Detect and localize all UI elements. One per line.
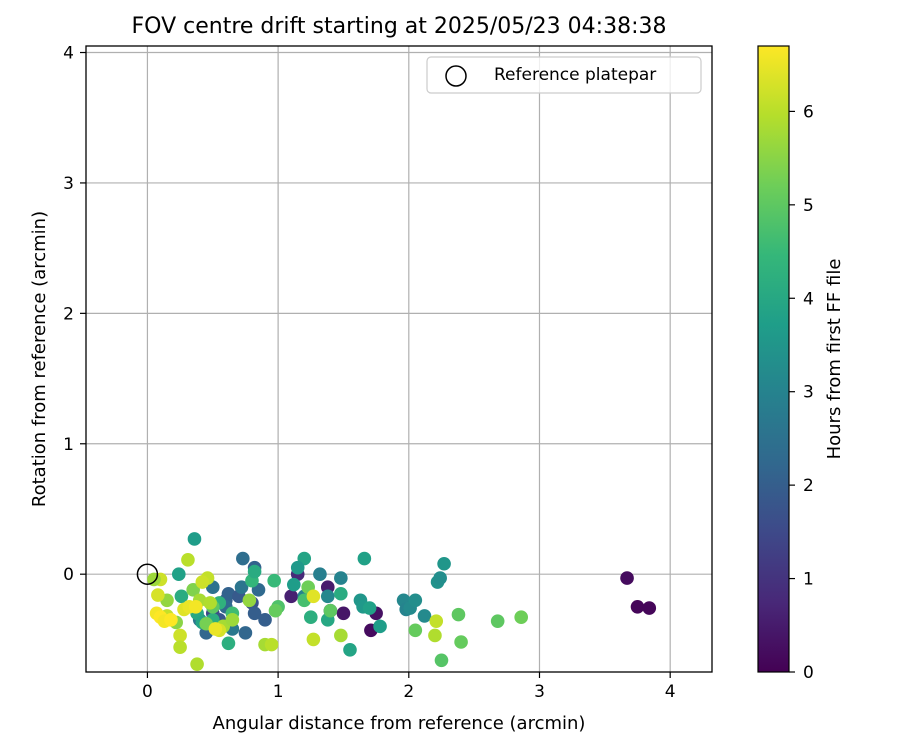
data-point: [362, 601, 377, 615]
data-point: [373, 619, 387, 634]
data-point: [221, 636, 236, 651]
data-point: [188, 599, 203, 614]
data-point: [173, 640, 187, 655]
data-point: [417, 609, 432, 623]
data-point: [247, 606, 262, 621]
data-point: [268, 603, 283, 618]
data-point: [284, 589, 298, 604]
data-point: [238, 626, 253, 640]
data-point: [174, 589, 189, 604]
x-tick-label: 3: [534, 682, 545, 702]
data-point: [303, 610, 318, 625]
colorbar-label: Hours from first FF file: [824, 259, 845, 460]
legend-box: [426, 56, 702, 94]
data-point: [451, 607, 466, 622]
data-point: [428, 628, 442, 643]
chart-title: FOV centre drift starting at 2025/05/23 …: [132, 14, 667, 39]
reference-point-icon: [136, 563, 159, 585]
y-tick-label: 3: [63, 174, 74, 194]
data-point: [195, 575, 210, 589]
data-point: [343, 643, 357, 657]
data-point: [642, 601, 657, 615]
data-point: [514, 610, 528, 625]
data-point: [164, 613, 178, 627]
x-axis-ticks: 0 1 2 3 4: [142, 672, 676, 702]
data-point: [190, 657, 204, 671]
data-point: [234, 580, 249, 595]
data-point: [236, 551, 250, 566]
y-tick-label: 2: [63, 304, 74, 324]
data-point: [306, 632, 321, 647]
data-point: [264, 637, 279, 652]
data-point: [408, 623, 423, 638]
x-tick-label: 4: [665, 682, 676, 702]
y-axis-ticks: 0 1 2 3 4: [63, 44, 86, 585]
data-point: [334, 628, 348, 643]
colorbar-tick-label: 4: [803, 289, 814, 309]
colorbar-tick-label: 3: [803, 383, 814, 403]
legend-marker-icon: [445, 65, 467, 87]
data-point: [320, 589, 335, 604]
data-point: [286, 577, 301, 592]
data-point: [429, 614, 444, 628]
data-points: [147, 532, 657, 671]
y-tick-label: 1: [63, 435, 74, 455]
data-point: [290, 560, 305, 575]
x-tick-label: 2: [403, 682, 414, 702]
colorbar-tick-label: 1: [803, 570, 814, 590]
data-point: [357, 551, 372, 566]
y-tick-label: 0: [63, 565, 74, 585]
data-point: [433, 571, 447, 585]
data-point: [490, 614, 505, 628]
grid-lines: [86, 46, 712, 672]
data-point: [247, 564, 262, 579]
data-point: [221, 586, 236, 601]
data-point: [434, 653, 449, 668]
legend-label: Reference platepar: [494, 65, 656, 85]
y-tick-label: 4: [63, 44, 74, 64]
reference-marker: [136, 563, 159, 585]
y-axis-label: Rotation from reference (arcmin): [29, 211, 50, 507]
data-point: [225, 613, 240, 627]
data-point: [630, 599, 645, 614]
data-point: [313, 567, 327, 581]
data-point: [620, 571, 634, 585]
legend: Reference platepar: [426, 56, 702, 94]
x-tick-label: 1: [273, 682, 284, 702]
colorbar-tick-label: 0: [803, 663, 814, 683]
colorbar-tick-label: 6: [803, 102, 814, 122]
x-axis-label: Angular distance from reference (arcmin): [213, 713, 586, 734]
colorbar: [757, 45, 790, 673]
data-point: [187, 532, 202, 546]
x-tick-label: 0: [142, 682, 153, 702]
colorbar-ticks: 0 1 2 3 4 5 6: [789, 102, 814, 683]
data-point: [334, 571, 348, 585]
data-point: [323, 603, 338, 618]
plot-frame: [85, 45, 713, 673]
data-point: [408, 593, 423, 608]
data-point: [267, 573, 281, 588]
data-point: [203, 596, 217, 610]
data-point: [306, 589, 321, 604]
data-point: [171, 567, 186, 581]
data-point: [334, 586, 348, 601]
colorbar-tick-label: 5: [803, 196, 814, 216]
data-point: [454, 635, 468, 649]
data-point: [181, 553, 195, 567]
data-point: [242, 593, 257, 608]
data-point: [336, 606, 351, 621]
data-point: [173, 628, 187, 643]
data-point: [151, 588, 165, 602]
data-point: [186, 583, 200, 597]
data-point: [258, 613, 272, 627]
data-point: [437, 556, 451, 571]
colorbar-tick-label: 2: [803, 476, 814, 496]
data-point: [208, 622, 223, 636]
